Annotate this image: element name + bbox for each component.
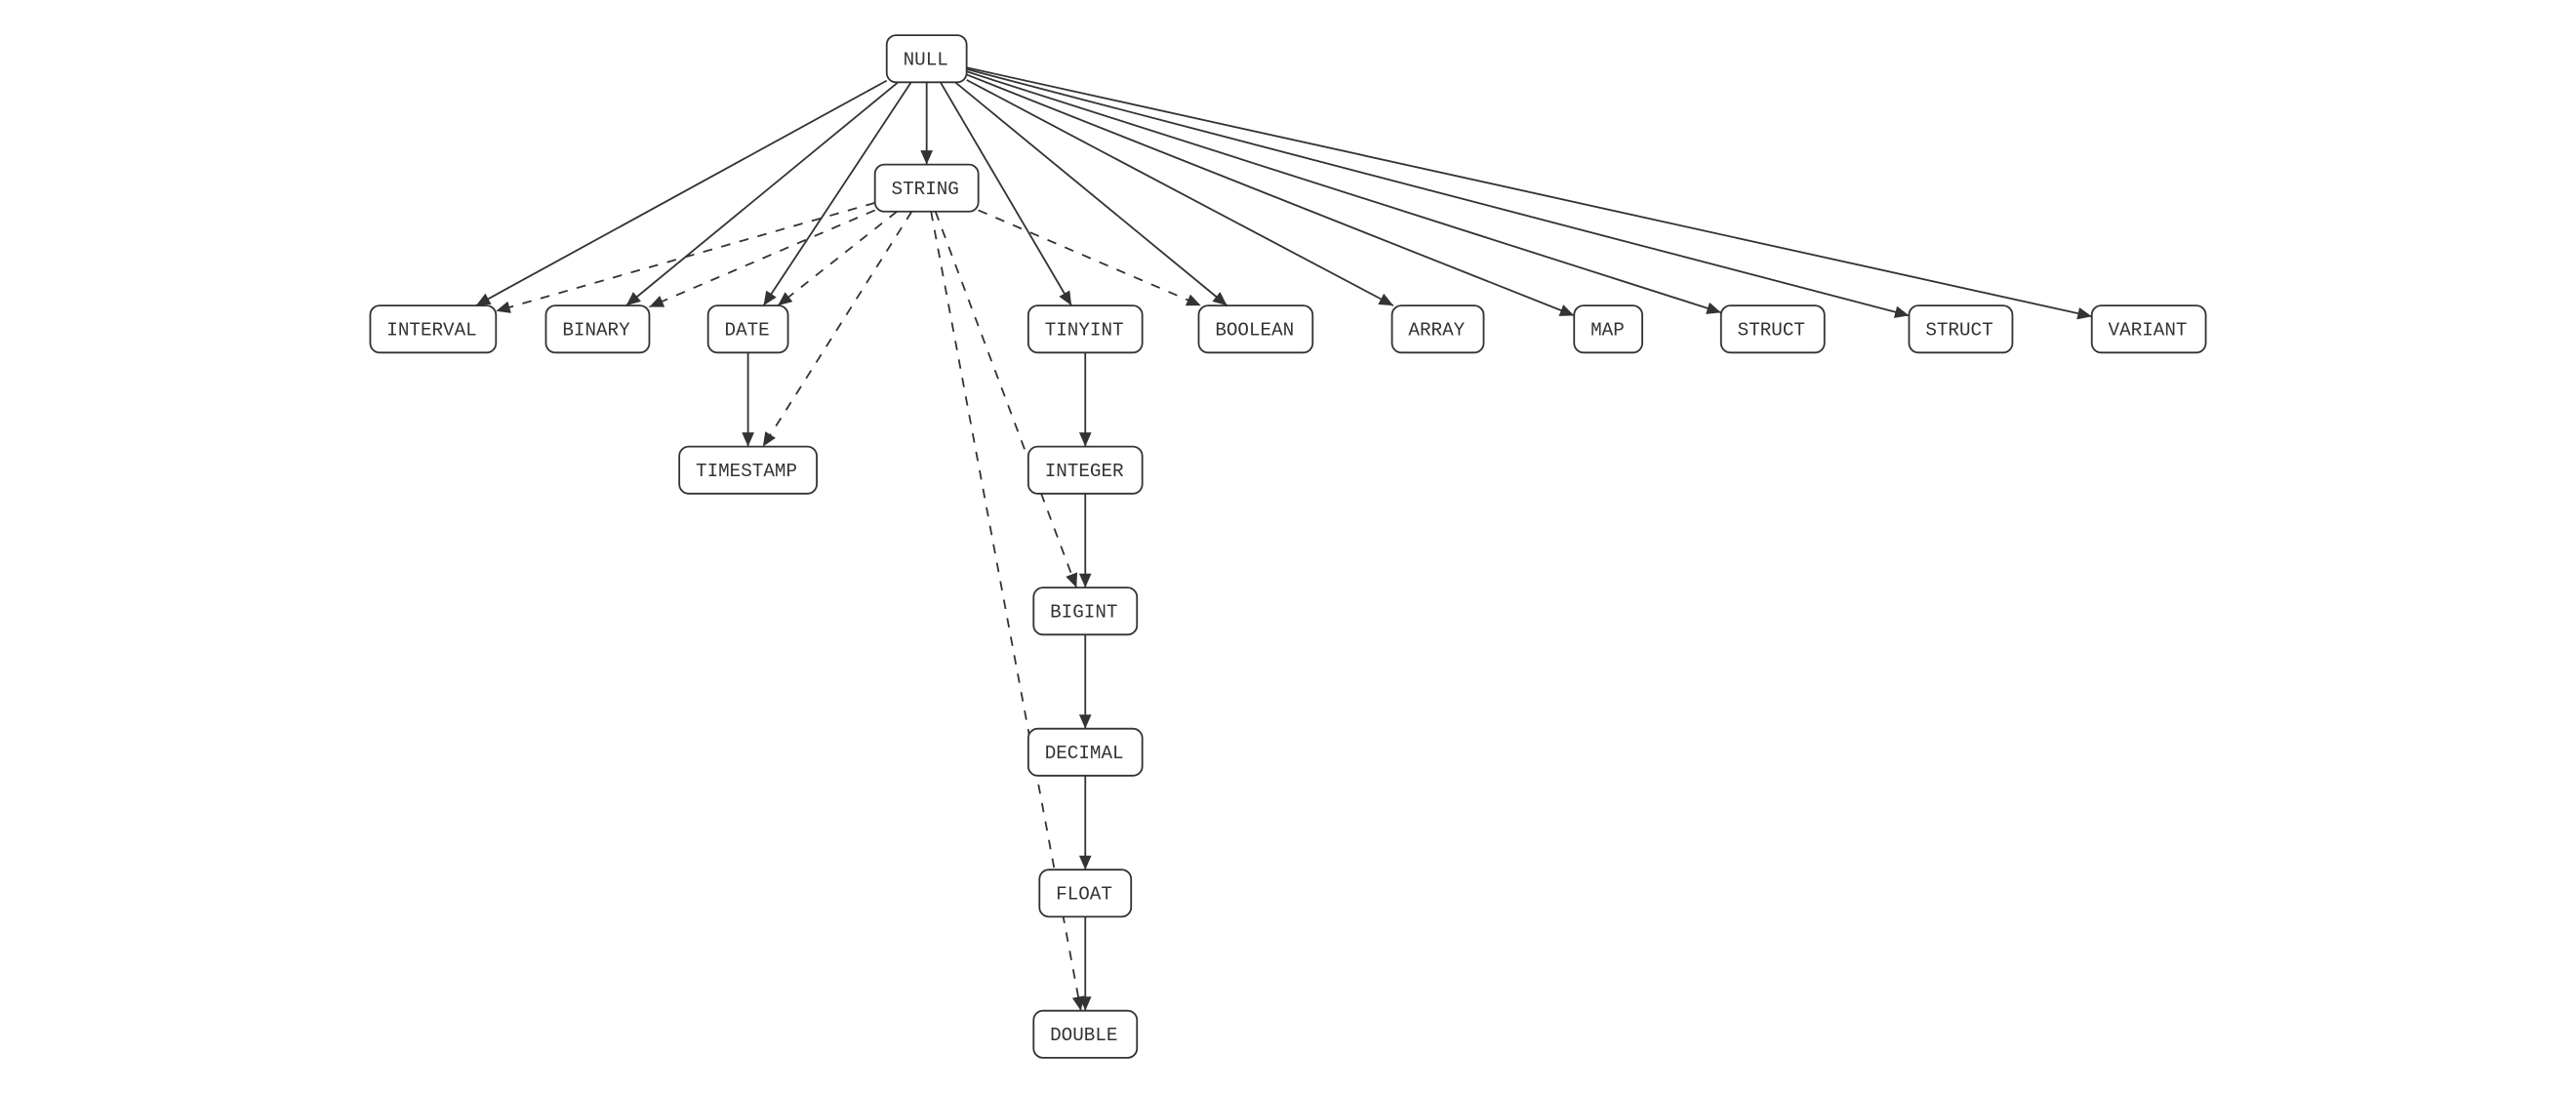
type-hierarchy-diagram: NULL STRING INTERVAL BINARY DATE TINYINT BOOLE… [0, 0, 2576, 1093]
node-date: DATE [708, 305, 788, 352]
node-label: BOOLEAN [1215, 320, 1294, 342]
node-label: FLOAT [1056, 884, 1112, 906]
node-array: ARRAY [1392, 305, 1484, 352]
node-label: DECIMAL [1045, 743, 1124, 764]
node-label: INTERVAL [386, 320, 476, 342]
node-label: MAP [1590, 320, 1625, 342]
node-label: STRING [892, 179, 959, 200]
node-binary: BINARY [545, 305, 649, 352]
edge [626, 82, 899, 305]
node-interval: INTERVAL [370, 305, 496, 352]
node-string: STRING [875, 165, 979, 212]
edge [967, 74, 1575, 315]
node-label: TINYINT [1045, 320, 1124, 342]
edge [967, 69, 1910, 315]
node-label: STRUCT [1925, 320, 1992, 342]
edge [936, 212, 1077, 587]
node-null: NULL [887, 35, 967, 82]
node-layer: NULL STRING INTERVAL BINARY DATE TINYINT BOOLE… [370, 35, 2205, 1058]
node-label: BINARY [562, 320, 630, 342]
edge [967, 67, 2092, 316]
edge [967, 71, 1721, 312]
node-decimal: DECIMAL [1028, 729, 1143, 776]
node-bigint: BIGINT [1033, 587, 1137, 634]
node-timestamp: TIMESTAMP [679, 447, 817, 494]
node-map: MAP [1574, 305, 1642, 352]
node-label: NULL [904, 50, 948, 71]
edge [496, 203, 874, 311]
node-label: TIMESTAMP [696, 461, 797, 482]
node-double: DOUBLE [1033, 1011, 1137, 1058]
node-label: BIGINT [1050, 602, 1117, 624]
node-struct2: STRUCT [1909, 305, 2012, 352]
node-label: DOUBLE [1050, 1025, 1117, 1046]
node-tinyint: TINYINT [1028, 305, 1143, 352]
node-struct1: STRUCT [1721, 305, 1825, 352]
node-boolean: BOOLEAN [1198, 305, 1312, 352]
node-float: FLOAT [1039, 870, 1131, 916]
node-label: VARIANT [2109, 320, 2188, 342]
edge [979, 210, 1201, 305]
edge-layer [476, 67, 2092, 1010]
node-label: DATE [725, 320, 770, 342]
node-label: INTEGER [1045, 461, 1124, 482]
node-integer: INTEGER [1028, 447, 1143, 494]
node-label: ARRAY [1408, 320, 1465, 342]
node-label: STRUCT [1738, 320, 1805, 342]
edge [967, 80, 1393, 305]
edge [476, 81, 887, 305]
node-variant: VARIANT [2092, 305, 2206, 352]
